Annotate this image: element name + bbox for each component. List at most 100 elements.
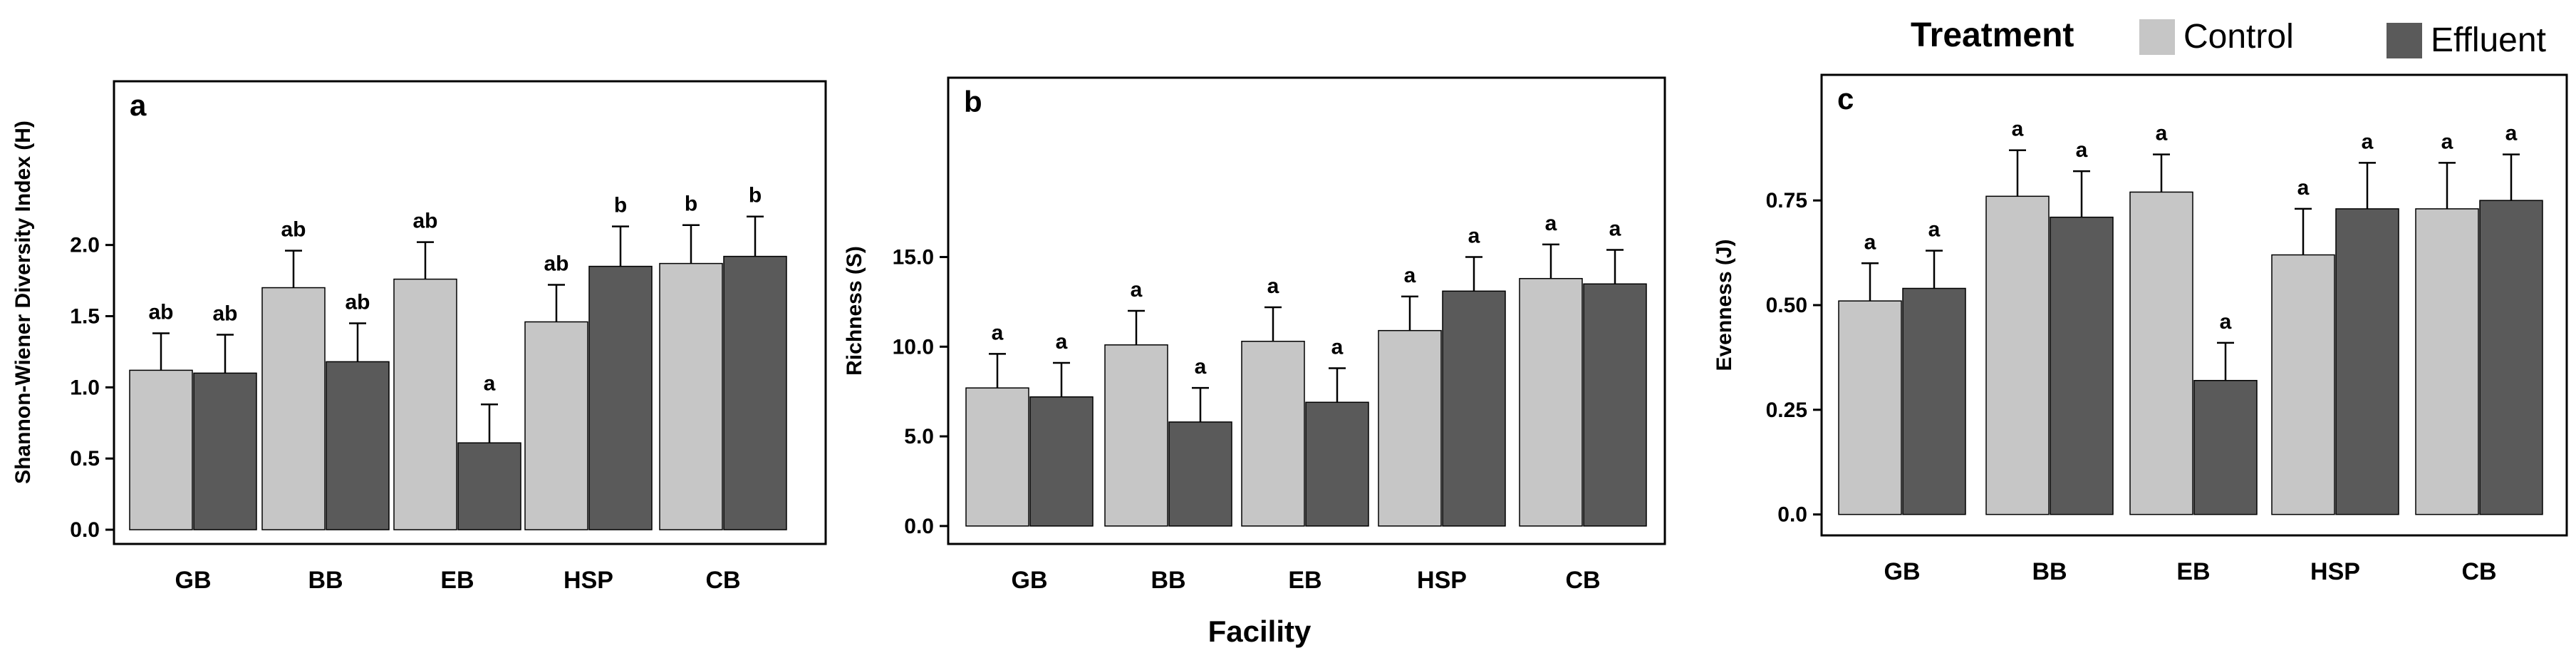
- x-category-label: GB: [175, 567, 212, 594]
- y-tick-label: 0.50: [1766, 294, 1807, 317]
- x-category-label: HSP: [564, 567, 613, 594]
- significance-label: a: [1928, 218, 1941, 242]
- bar-effluent-hsp: [588, 265, 653, 530]
- significance-label: a: [2012, 118, 2024, 141]
- panel-label: a: [130, 88, 147, 122]
- x-category-label: HSP: [2310, 558, 2360, 585]
- bar-effluent-cb: [1583, 283, 1647, 527]
- y-tick-label: 15.0: [893, 246, 934, 269]
- significance-label: a: [1195, 355, 1207, 379]
- y-tick-label: 0.0: [904, 515, 934, 538]
- x-category-label: CB: [1565, 567, 1600, 594]
- x-category-label: EB: [1288, 567, 1321, 594]
- bar-effluent-eb: [1305, 401, 1369, 527]
- significance-label: a: [484, 371, 496, 395]
- legend: Treatment Control Effluent: [1911, 16, 2546, 59]
- bar-effluent-bb: [1168, 421, 1232, 527]
- significance-label: ab: [281, 218, 306, 242]
- x-category-label: EB: [2176, 558, 2210, 585]
- bar-effluent-eb: [2193, 379, 2258, 515]
- significance-label: ab: [345, 290, 370, 314]
- bar-control-cb: [2415, 208, 2479, 515]
- significance-label: a: [2505, 122, 2518, 145]
- bar-effluent-cb: [2479, 200, 2543, 515]
- significance-label: a: [2156, 122, 2168, 145]
- significance-label: ab: [544, 252, 568, 276]
- legend-swatch-control: [2139, 19, 2175, 55]
- legend-swatch-effluent: [2387, 23, 2422, 58]
- bar-control-cb: [1519, 277, 1583, 527]
- significance-label: a: [1056, 330, 1068, 354]
- bar-control-eb: [2129, 191, 2193, 515]
- y-tick-label: 0.0: [70, 518, 100, 542]
- significance-label: a: [2441, 130, 2453, 153]
- bar-control-hsp: [1378, 329, 1442, 527]
- bar-effluent-hsp: [2335, 208, 2399, 515]
- significance-label: b: [685, 192, 697, 216]
- bar-effluent-gb: [193, 372, 257, 530]
- x-category-label: HSP: [1417, 567, 1467, 594]
- bar-control-bb: [1104, 344, 1168, 527]
- bar-control-hsp: [524, 321, 588, 530]
- legend-title: Treatment: [1911, 16, 2074, 54]
- significance-label: b: [749, 184, 762, 207]
- panel-c: c 0.0 0.25 0.50 0.75 Evenness (J) a a GB a a BB a a EB…: [1713, 73, 2568, 585]
- y-tick-label: 5.0: [904, 425, 934, 448]
- significance-label: ab: [412, 210, 437, 233]
- x-category-label: BB: [1151, 567, 1185, 594]
- bar-control-bb: [261, 287, 326, 530]
- significance-label: a: [2220, 310, 2232, 334]
- significance-label: a: [1609, 217, 1621, 240]
- bar-control-cb: [659, 262, 723, 530]
- significance-label: a: [1545, 212, 1557, 235]
- bar-effluent-cb: [723, 255, 787, 530]
- legend-label-effluent: Effluent: [2431, 21, 2546, 59]
- significance-label: ab: [148, 300, 173, 324]
- y-tick-label: 0.5: [70, 447, 100, 471]
- y-tick-label: 1.0: [70, 376, 100, 399]
- significance-label: ab: [212, 302, 237, 325]
- y-axis-title: Shannon-Wiener Diversity Index (H): [11, 120, 35, 484]
- bar-control-eb: [393, 278, 457, 530]
- x-axis-title: Facility: [1208, 615, 1312, 648]
- x-category-label: BB: [2032, 558, 2067, 585]
- x-category-label: EB: [440, 567, 474, 594]
- plot-frame: [113, 80, 827, 545]
- y-tick-label: 0.0: [1777, 503, 1807, 527]
- chart-panels: a 0.0 0.5 1.0 1.5 2.0 Shannon-Wiener Diversity…: [11, 73, 2568, 594]
- bar-effluent-bb: [2050, 216, 2114, 515]
- bar-control-gb: [965, 387, 1029, 527]
- bar-control-gb: [129, 369, 193, 530]
- y-axis-title: Richness (S): [843, 246, 866, 376]
- x-category-label: CB: [2461, 558, 2496, 585]
- bar-control-gb: [1838, 300, 1902, 515]
- panel-b: b 0.0 5.0 10.0 15.0 Richness (S) a a GB a a BB a a EB a…: [843, 76, 1666, 594]
- bar-effluent-hsp: [1442, 290, 1506, 527]
- y-tick-label: 1.5: [70, 304, 100, 328]
- significance-label: a: [1468, 225, 1480, 248]
- y-tick-label: 10.0: [893, 335, 934, 359]
- plot-frame: [947, 76, 1666, 545]
- significance-label: b: [614, 194, 627, 217]
- significance-label: a: [1331, 335, 1344, 359]
- bar-effluent-eb: [457, 442, 521, 530]
- panel-label: c: [1837, 82, 1854, 115]
- y-tick-label: 0.25: [1766, 399, 1807, 422]
- bar-control-hsp: [2271, 254, 2335, 515]
- bar-effluent-gb: [1029, 396, 1094, 527]
- y-axis-title: Evenness (J): [1713, 239, 1736, 371]
- x-category-label: GB: [1884, 558, 1921, 585]
- legend-label-control: Control: [2183, 18, 2294, 56]
- significance-label: a: [2076, 138, 2088, 162]
- significance-label: a: [2362, 130, 2374, 153]
- bar-control-bb: [1985, 195, 2050, 515]
- significance-label: a: [2297, 176, 2310, 200]
- significance-label: a: [992, 321, 1004, 344]
- significance-label: a: [1864, 230, 1876, 254]
- y-tick-label: 2.0: [70, 234, 100, 257]
- x-category-label: GB: [1012, 567, 1048, 594]
- bar-effluent-gb: [1902, 287, 1966, 515]
- y-tick-label: 0.75: [1766, 189, 1807, 212]
- bar-effluent-bb: [326, 361, 390, 530]
